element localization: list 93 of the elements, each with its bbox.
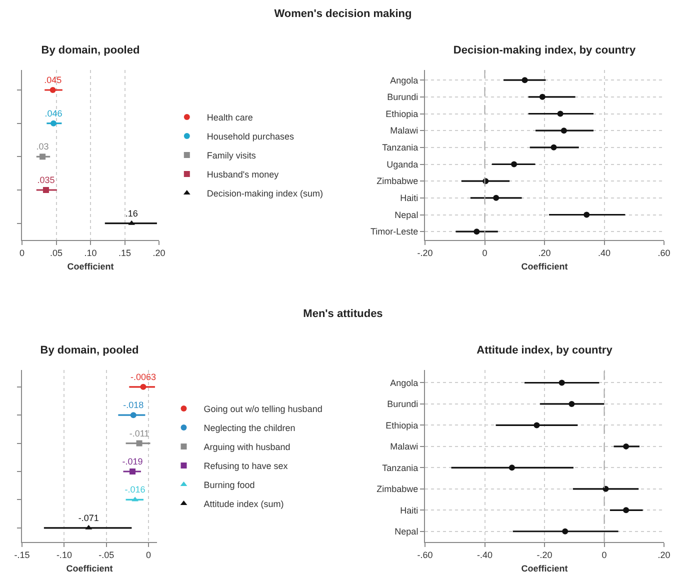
y-tick-label: Haiti bbox=[400, 505, 418, 516]
y-tick-label: Burundi bbox=[387, 399, 418, 410]
y-tick-label: Haiti bbox=[400, 193, 418, 204]
data-label: -.011 bbox=[129, 428, 150, 438]
point bbox=[136, 440, 142, 446]
legend-label: Husband's money bbox=[206, 170, 280, 180]
y-tick-label: Tanzania bbox=[382, 462, 418, 473]
x-tick-label: -.10 bbox=[56, 550, 72, 560]
y-tick-label: Malawi bbox=[390, 442, 418, 452]
data-label: -.071 bbox=[78, 512, 99, 523]
legend-label: Arguing with husband bbox=[204, 442, 290, 452]
legend-label: Family visits bbox=[206, 150, 256, 161]
legend-label: Health care bbox=[206, 112, 253, 123]
x-tick-label: -.15 bbox=[14, 550, 30, 560]
y-tick-label: Uganda bbox=[386, 159, 418, 170]
x-tick-label: -.20 bbox=[536, 550, 552, 560]
y-tick-label: Angola bbox=[390, 75, 418, 86]
y-tick-label: Nepal bbox=[394, 210, 418, 220]
chart-title: By domain, pooled bbox=[41, 44, 140, 57]
x-tick-label: .60 bbox=[658, 248, 670, 258]
x-tick-label: .20 bbox=[152, 248, 166, 258]
data-label: .16 bbox=[125, 208, 138, 218]
point bbox=[557, 110, 564, 117]
x-tick-label: .10 bbox=[84, 248, 97, 258]
y-tick-label: Burundi bbox=[387, 92, 418, 102]
legend-label: Decision-making index (sum) bbox=[206, 188, 323, 199]
point bbox=[474, 228, 480, 235]
data-label: .045 bbox=[44, 75, 62, 85]
data-label: -.0063 bbox=[130, 372, 156, 382]
legend-label: Refusing to have sex bbox=[204, 461, 288, 472]
point bbox=[562, 528, 568, 534]
x-tick-label: 0 bbox=[146, 550, 152, 560]
point bbox=[493, 194, 500, 201]
point bbox=[550, 144, 557, 150]
point bbox=[42, 187, 49, 193]
legend-label: Going out w/o telling husband bbox=[204, 404, 322, 414]
x-tick-label: 0 bbox=[19, 248, 25, 258]
data-label: -.016 bbox=[124, 484, 146, 495]
data-label: -.018 bbox=[123, 400, 144, 410]
x-axis-title: Coefficient bbox=[66, 564, 113, 574]
data-label: .046 bbox=[44, 108, 62, 118]
text: Women's decision making bbox=[273, 8, 413, 20]
legend-label: Neglecting the children bbox=[204, 423, 296, 434]
x-tick-label: .20 bbox=[538, 248, 551, 258]
y-tick-label: Tanzania bbox=[382, 142, 418, 153]
y-tick-label: Ethiopia bbox=[386, 420, 418, 430]
x-tick-label: -.05 bbox=[98, 550, 114, 560]
x-axis-title: Coefficient bbox=[67, 262, 114, 272]
y-tick-label: Malawi bbox=[390, 126, 418, 136]
data-label: .03 bbox=[36, 142, 49, 152]
point bbox=[539, 94, 546, 100]
x-tick-label: .20 bbox=[658, 550, 670, 560]
point bbox=[511, 161, 518, 168]
y-tick-label: Angola bbox=[390, 378, 418, 388]
legend-label: Burning food bbox=[204, 480, 255, 490]
x-tick-label: .05 bbox=[50, 248, 63, 258]
legend-label: Household purchases bbox=[206, 132, 294, 142]
chart-title: Decision-making index, by country bbox=[453, 44, 636, 57]
point bbox=[534, 422, 540, 428]
x-axis-title: Coefficient bbox=[521, 262, 568, 272]
x-tick-label: -.60 bbox=[417, 550, 433, 560]
x-tick-label: 0 bbox=[482, 248, 488, 258]
legend-label: Attitude index (sum) bbox=[204, 499, 284, 510]
x-tick-label: .15 bbox=[118, 248, 132, 258]
y-tick-label: Zimbabwe bbox=[376, 484, 418, 494]
y-tick-label: Nepal bbox=[394, 526, 418, 537]
x-axis-title: Coefficient bbox=[521, 564, 568, 574]
point bbox=[560, 128, 567, 134]
y-tick-label: Ethiopia bbox=[386, 108, 418, 119]
point bbox=[130, 468, 136, 475]
x-tick-label: -.20 bbox=[417, 248, 433, 258]
point bbox=[130, 412, 136, 418]
point bbox=[140, 384, 146, 390]
point bbox=[568, 400, 575, 407]
chart-title: Attitude index, by country bbox=[476, 344, 614, 357]
x-tick-label: .40 bbox=[598, 248, 611, 258]
x-tick-label: 0 bbox=[602, 550, 607, 560]
point bbox=[584, 212, 590, 218]
x-tick-label: -.40 bbox=[476, 550, 493, 560]
point bbox=[522, 77, 528, 84]
chart-title: By domain, pooled bbox=[40, 344, 139, 357]
point bbox=[623, 507, 630, 514]
point bbox=[508, 464, 515, 471]
data-label: -.019 bbox=[122, 456, 143, 467]
text: Men's attitudes bbox=[302, 308, 384, 320]
data-label: .035 bbox=[37, 175, 55, 185]
point bbox=[623, 443, 630, 450]
point bbox=[50, 120, 57, 126]
y-tick-label: Zimbabwe bbox=[376, 176, 418, 186]
y-tick-label: Timor-Leste bbox=[370, 226, 418, 237]
point bbox=[50, 87, 56, 93]
point bbox=[558, 380, 565, 386]
point bbox=[40, 154, 46, 160]
